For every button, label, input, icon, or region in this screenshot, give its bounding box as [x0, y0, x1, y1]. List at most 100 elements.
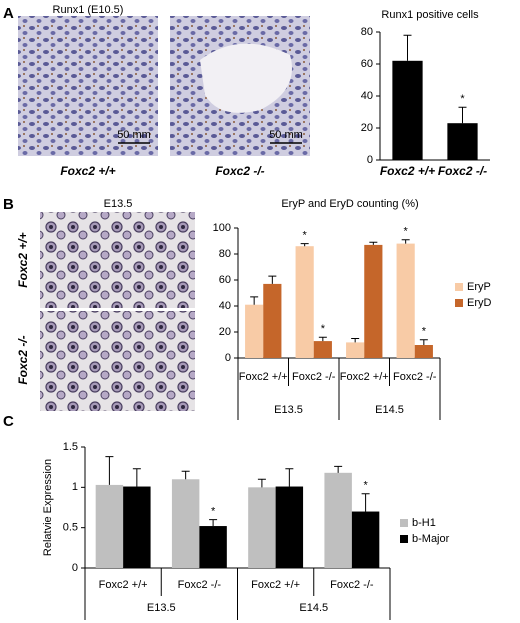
micrograph: [40, 212, 195, 308]
error-bar: [250, 296, 259, 305]
y-tick-label: 20: [361, 122, 373, 134]
error-bar: [209, 519, 218, 527]
x-tick-label: Foxc2 -/-: [438, 164, 487, 178]
error-bar: [257, 478, 266, 488]
scale-label: 50 mm: [269, 129, 303, 141]
bar: [392, 60, 423, 160]
error-bar: [132, 468, 141, 487]
image-side-label: Foxc2 +/+: [16, 232, 30, 287]
bar: [123, 486, 151, 568]
error-bar: [403, 34, 412, 61]
micrograph: [40, 311, 195, 411]
y-tick-label: 0.5: [63, 522, 78, 534]
bar: [346, 342, 365, 358]
legend-label: b-Major: [412, 533, 450, 545]
y-tick-label: 0: [72, 562, 78, 574]
bar: [351, 511, 380, 568]
bar: [275, 486, 304, 568]
group-label: E14.5: [299, 602, 328, 614]
significance-mark: *: [404, 226, 409, 238]
error-bar: [268, 275, 277, 284]
panel-letter: A: [3, 5, 14, 22]
bar: [295, 246, 314, 358]
legend-swatch: [400, 519, 408, 527]
legend-swatch: [455, 283, 463, 291]
image-side-label: Foxc2 -/-: [16, 335, 30, 384]
bar: [248, 487, 276, 568]
x-tick-label: Foxc2 +/+: [340, 371, 389, 383]
bar: [396, 243, 415, 358]
error-bar: [401, 239, 410, 244]
y-tick-label: 60: [361, 58, 373, 70]
significance-mark: *: [211, 506, 216, 518]
error-bar: [361, 493, 370, 512]
x-tick-label: Foxc2 +/+: [239, 371, 288, 383]
image-title: Runx1 (E10.5): [53, 4, 124, 16]
significance-mark: *: [422, 326, 427, 338]
x-tick-label: Foxc2 -/-: [330, 579, 374, 591]
significance-mark: *: [321, 323, 326, 335]
bar: [199, 526, 227, 568]
bar: [364, 244, 383, 358]
bar: [313, 341, 332, 358]
scale-label: 50 mm: [117, 129, 151, 141]
x-tick-label: Foxc2 -/-: [292, 371, 336, 383]
image-caption: Foxc2 -/-: [215, 164, 264, 178]
group-label: E13.5: [274, 404, 303, 416]
y-tick-label: 1: [72, 481, 78, 493]
x-tick-label: Foxc2 +/+: [251, 579, 300, 591]
y-axis-label: Relatvie Expression: [42, 459, 54, 556]
y-tick-label: 40: [219, 300, 231, 312]
legend-label: EryP: [467, 281, 491, 293]
error-bar: [285, 468, 294, 487]
legend-swatch: [455, 299, 463, 307]
significance-mark: *: [363, 480, 368, 492]
y-tick-label: 100: [213, 222, 231, 234]
y-tick-label: 0: [225, 352, 231, 364]
y-tick-label: 80: [361, 26, 373, 38]
legend-swatch: [400, 535, 408, 543]
group-label: E13.5: [147, 602, 176, 614]
error-bar: [334, 465, 343, 473]
error-bar: [318, 336, 327, 342]
y-tick-label: 60: [219, 274, 231, 286]
bar: [414, 345, 433, 358]
image-caption: Foxc2 +/+: [60, 164, 115, 178]
error-bar: [369, 241, 378, 245]
bar: [324, 472, 352, 568]
image-title: E13.5: [104, 198, 133, 210]
bar: [447, 123, 478, 160]
x-tick-label: Foxc2 -/-: [178, 579, 222, 591]
y-tick-label: 40: [361, 90, 373, 102]
legend-label: EryD: [467, 297, 492, 309]
x-tick-label: Foxc2 +/+: [380, 164, 435, 178]
significance-mark: *: [303, 230, 308, 242]
error-bar: [181, 470, 190, 480]
micrograph: [18, 16, 158, 156]
bar: [245, 304, 264, 358]
error-bar: [300, 243, 309, 247]
bar: [263, 283, 282, 358]
y-tick-label: 0: [367, 154, 373, 166]
legend-label: b-H1: [412, 517, 436, 529]
chart-title: Runx1 positive cells: [381, 9, 479, 21]
bar: [171, 479, 200, 568]
y-tick-label: 80: [219, 248, 231, 260]
significance-mark: *: [460, 93, 465, 105]
panel-a-images: [18, 16, 310, 156]
chart-title: EryP and EryD counting (%): [281, 198, 418, 210]
error-bar: [458, 106, 467, 124]
panel-letter: C: [3, 413, 14, 430]
group-label: E14.5: [375, 404, 404, 416]
bar: [95, 484, 124, 568]
lumen: [200, 43, 292, 113]
x-tick-label: Foxc2 -/-: [393, 371, 437, 383]
error-bar: [419, 339, 428, 345]
y-tick-label: 20: [219, 326, 231, 338]
y-tick-label: 1.5: [63, 441, 78, 453]
x-tick-label: Foxc2 +/+: [99, 579, 148, 591]
panel-letter: B: [3, 196, 14, 213]
error-bar: [105, 456, 114, 485]
error-bar: [351, 338, 360, 343]
